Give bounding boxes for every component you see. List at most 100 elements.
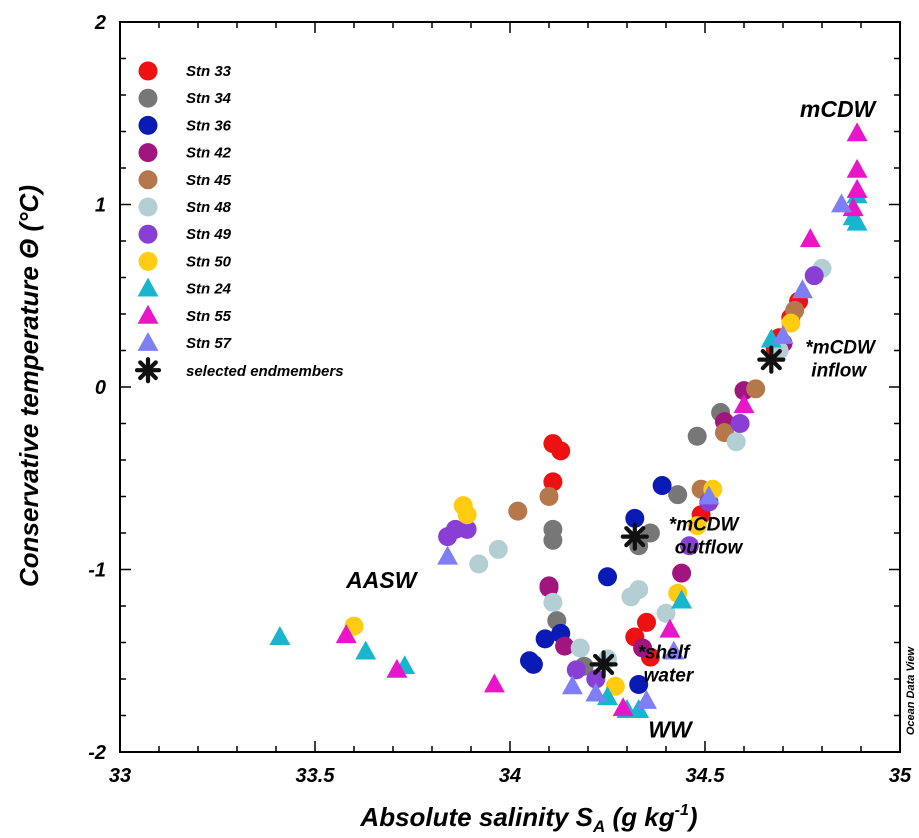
data-point	[605, 676, 625, 696]
data-point	[488, 539, 508, 559]
data-point	[781, 313, 801, 333]
legend: Stn 33 Stn 34 Stn 36 Stn 42 Stn 45 Stn 48 Stn …	[134, 61, 344, 384]
legend-label: Stn 34	[186, 90, 232, 107]
endmember-star-stroke	[624, 526, 646, 548]
legend-marker	[138, 251, 158, 271]
data-point	[799, 228, 821, 248]
data-point	[523, 654, 543, 674]
legend-marker	[137, 332, 159, 351]
annotations: mCDW AASW WW	[345, 96, 877, 743]
data-point	[543, 472, 563, 492]
data-point	[656, 603, 676, 623]
endmember-label-line1: *shelf	[638, 642, 691, 663]
endmember-label-line2: water	[644, 665, 695, 686]
data-point	[543, 592, 563, 612]
data-point	[598, 567, 617, 587]
data-point	[772, 324, 794, 344]
data-point	[539, 578, 559, 598]
endmember-label-line2: outflow	[675, 538, 744, 559]
x-axis-title-sub: A	[592, 817, 605, 836]
series-stn-50	[344, 313, 801, 696]
legend-marker	[137, 277, 159, 297]
data-point	[469, 554, 489, 574]
x-axis-title: Absolute salinity SA (g kg-1)	[359, 802, 697, 836]
data-point	[672, 563, 692, 583]
endmember-star	[620, 522, 649, 551]
data-point	[629, 580, 649, 600]
legend-endmember-star	[134, 357, 162, 384]
endmember-star-stroke	[138, 360, 158, 381]
data-point	[269, 626, 291, 645]
data-point	[585, 682, 607, 702]
legend-marker	[138, 88, 158, 108]
data-point	[746, 379, 766, 399]
series-stn-33	[543, 291, 809, 667]
endmember-star-stroke	[593, 653, 615, 675]
legend-marker	[137, 304, 159, 324]
data-point	[457, 519, 477, 539]
legend-label: Stn 36	[186, 117, 232, 134]
plot-frame	[119, 21, 901, 753]
data-point	[629, 674, 649, 694]
legend-label: Stn 33	[186, 63, 232, 80]
series-stn-49	[438, 266, 824, 689]
credit-label: Ocean Data View	[905, 645, 917, 735]
endmember-star-stroke	[760, 349, 782, 371]
data-point	[652, 476, 672, 496]
y-tick-label: 0	[95, 377, 106, 399]
data-point	[846, 122, 868, 142]
data-point	[831, 193, 852, 213]
data-point	[698, 485, 720, 505]
data-point	[668, 485, 688, 505]
series-stn-57	[437, 193, 852, 709]
y-tick-label: -2	[88, 742, 106, 764]
data-point	[637, 612, 656, 632]
data-point	[535, 629, 555, 649]
legend-label: Stn 50	[186, 253, 232, 270]
data-point	[733, 394, 755, 414]
legend-label: Stn 49	[186, 226, 232, 243]
x-tick-label: 33.5	[296, 765, 336, 787]
data-point	[633, 638, 653, 658]
x-axis-title-close: )	[686, 802, 698, 832]
legend-marker	[138, 61, 158, 81]
data-point	[437, 545, 459, 565]
data-point	[457, 505, 477, 525]
legend-marker	[138, 224, 158, 244]
legend-label: Stn 57	[186, 335, 232, 352]
water-mass-label: mCDW	[800, 96, 878, 122]
data-point	[846, 158, 868, 178]
x-tick-label: 34	[499, 765, 521, 787]
x-tick-label: 34.5	[686, 765, 726, 787]
legend-label: Stn 48	[186, 199, 232, 216]
data-point	[687, 516, 707, 536]
data-point	[561, 675, 583, 695]
data-points	[269, 122, 868, 718]
endmember-label-line1: *mCDW	[669, 515, 741, 536]
data-point	[335, 624, 357, 644]
y-tick-label: 1	[95, 195, 106, 217]
water-mass-label: WW	[648, 716, 694, 742]
x-axis-title-exp: -1	[675, 802, 689, 819]
data-point	[726, 432, 746, 452]
data-point	[625, 508, 645, 528]
endmember-label-line1: *mCDW	[805, 338, 877, 359]
data-point	[636, 689, 657, 709]
y-tick-label: 2	[94, 12, 106, 34]
data-point	[543, 530, 563, 550]
plot-border	[119, 21, 901, 753]
data-point	[804, 266, 824, 286]
data-point	[846, 211, 868, 231]
data-point	[566, 660, 586, 680]
x-tick-label: 33	[109, 765, 131, 787]
data-point	[555, 636, 575, 656]
legend-marker	[138, 143, 158, 163]
data-point	[483, 673, 505, 693]
y-tick-label: -1	[88, 560, 106, 582]
legend-label: Stn 42	[186, 145, 232, 162]
data-point	[687, 426, 707, 446]
series-stn-48	[469, 258, 832, 669]
x-axis-title-unit: (g kg	[605, 802, 674, 832]
data-point	[663, 640, 685, 660]
